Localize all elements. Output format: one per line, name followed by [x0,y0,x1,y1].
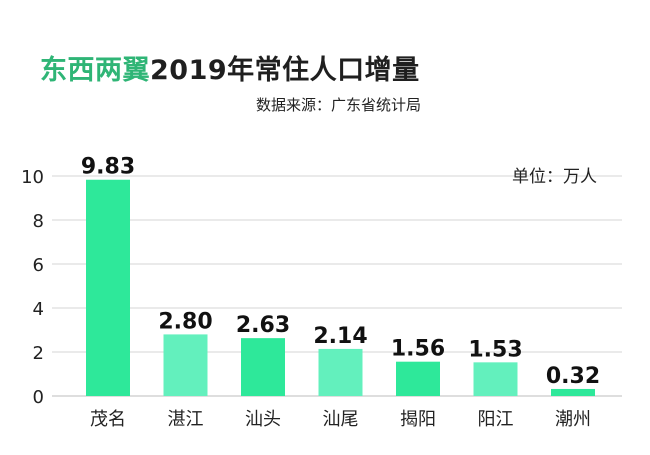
chart-title: 东西两翼2019年常住人口增量 [40,48,420,87]
y-tick-label: 4 [33,299,44,320]
data-label: 2.80 [158,309,212,334]
data-label: 2.14 [313,324,367,349]
data-label: 2.63 [236,313,290,338]
data-labels: 9.83 2.80 2.63 2.14 1.56 1.53 0.32 [81,155,600,389]
bar-6 [551,388,595,396]
grid-lines [52,175,622,397]
chart-title-highlight: 东西两翼 [40,55,150,86]
x-tick-label: 茂名 [90,409,126,430]
data-label: 9.83 [81,155,135,180]
data-label: 0.32 [546,364,600,389]
unit-label: 单位：万人 [512,167,597,187]
data-label: 1.53 [468,337,522,362]
y-tick-label: 8 [33,211,44,232]
bar-2 [241,338,285,396]
x-tick-label: 汕尾 [323,409,359,430]
y-axis-ticks: 0 2 4 6 8 10 [21,167,44,408]
bars [86,179,595,396]
bar-3 [318,348,363,396]
y-tick-label: 0 [33,387,44,408]
chart-title-rest: 2019年常住人口增量 [150,55,420,86]
bar-0 [86,179,130,396]
x-tick-label: 潮州 [555,409,591,430]
x-axis-ticks: 茂名 湛江 汕头 汕尾 揭阳 阳江 潮州 [90,409,591,430]
x-tick-label: 阳江 [478,409,514,430]
bar-1 [163,334,208,396]
chart-source: 数据来源：广东省统计局 [256,96,422,114]
bar-5 [473,362,518,396]
y-tick-label: 10 [21,167,44,188]
y-tick-label: 6 [33,255,44,276]
x-tick-label: 揭阳 [400,409,436,430]
y-tick-label: 2 [33,343,44,364]
bar-4 [396,361,440,396]
data-label: 1.56 [391,337,445,362]
x-tick-label: 汕头 [245,409,281,430]
x-tick-label: 湛江 [168,409,204,430]
